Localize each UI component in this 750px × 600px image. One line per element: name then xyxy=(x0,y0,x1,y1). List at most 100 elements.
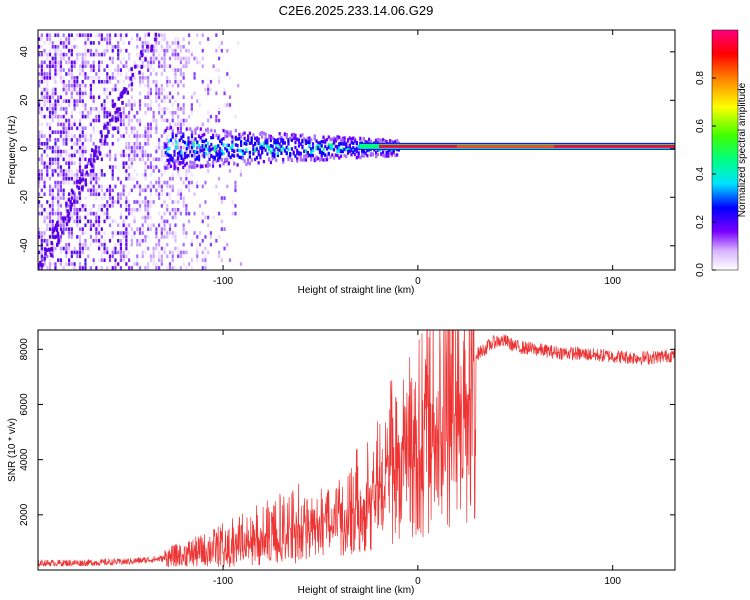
spectrogram-cell xyxy=(70,95,73,100)
spectrogram-cell xyxy=(152,126,155,131)
spectrogram-cell xyxy=(59,122,63,127)
spectrogram-cell xyxy=(166,142,169,146)
spectrogram-cell xyxy=(174,266,177,270)
spectrogram-cell xyxy=(70,134,73,138)
spectrogram-cell xyxy=(171,215,174,220)
spectrogram-cell xyxy=(152,45,155,49)
spectrogram-cell xyxy=(59,134,63,138)
spectrogram-cell xyxy=(119,254,123,259)
spectrogram-cell xyxy=(160,48,163,53)
spectrogram-cell xyxy=(163,145,166,150)
spectrogram-cell xyxy=(163,60,166,65)
spectrogram-cell xyxy=(127,223,131,228)
spectrogram-cell xyxy=(117,114,120,119)
spectrogram-cell xyxy=(90,163,94,168)
spectrogram-cell xyxy=(276,153,280,158)
spectrogram-cell xyxy=(48,138,52,142)
spectrogram-cell xyxy=(157,110,161,115)
spectrogram-cell xyxy=(57,192,60,197)
spectrogram-cell xyxy=(84,52,87,57)
spectrogram-cell xyxy=(144,238,147,243)
spectrogram-cell xyxy=(147,64,150,69)
spectrogram-cell xyxy=(48,107,52,111)
spectrogram-cell xyxy=(127,153,131,158)
spectrogram-cell xyxy=(166,118,169,123)
spectrogram-cell xyxy=(177,107,180,111)
spectrogram-cell xyxy=(220,258,223,262)
spectrogram-cell xyxy=(67,161,71,165)
spectrogram-cell xyxy=(190,52,193,57)
spectrogram-cell xyxy=(111,235,114,239)
spectrogram-cell xyxy=(252,150,255,154)
spectrogram-cell xyxy=(147,223,150,228)
spectrogram-cell xyxy=(38,184,41,189)
snr-frame xyxy=(37,329,676,571)
spectrogram-cell xyxy=(204,138,208,142)
spectrogram-cell xyxy=(247,160,250,165)
spectrogram-cell xyxy=(89,176,93,181)
spectrogram-cell xyxy=(125,254,128,259)
spectrogram-cell xyxy=(174,37,177,41)
spectrogram-cell xyxy=(204,235,207,239)
spectrogram-cell xyxy=(164,166,167,170)
spectrogram-cell xyxy=(48,72,52,76)
spectrogram-cell xyxy=(46,83,49,88)
spectrogram-cell xyxy=(79,178,83,183)
spectrogram-cell xyxy=(276,151,280,155)
spectrogram-cell xyxy=(81,242,84,247)
spectrogram-cell xyxy=(174,207,177,212)
spectrogram-cell xyxy=(76,103,79,107)
spectrogram-cell xyxy=(190,266,193,270)
spectrogram-cell xyxy=(147,76,150,80)
spectrogram-cell xyxy=(57,45,60,49)
spectrogram-cell xyxy=(194,149,197,153)
spectrogram-cell xyxy=(155,99,158,103)
spectrogram-cell xyxy=(283,149,287,153)
spectrogram-cell xyxy=(68,270,70,274)
spectrogram-cell xyxy=(48,219,52,224)
spectrogram-cell xyxy=(353,148,357,152)
spectrogram-cell xyxy=(78,191,81,196)
spectrogram-cell xyxy=(133,99,136,103)
spectrogram-cell xyxy=(179,192,183,197)
spectrogram-cell xyxy=(127,114,131,119)
spectrogram-cell xyxy=(70,196,73,200)
spectrogram-cell xyxy=(46,153,49,158)
spectrogram-cell xyxy=(168,192,172,197)
spectrogram-cell xyxy=(187,33,191,37)
spectrogram-cell xyxy=(106,64,109,69)
spectrogram-cell xyxy=(97,176,101,181)
spectrogram-cell xyxy=(54,91,57,96)
spectrogram-cell xyxy=(57,52,60,57)
spectrogram-cell xyxy=(204,152,208,156)
spectrogram-cell xyxy=(40,107,43,111)
spectrogram-cell xyxy=(196,180,199,185)
spectrogram-cell xyxy=(163,142,166,146)
spectrogram-cell xyxy=(168,91,172,96)
spectrogram-cell xyxy=(54,145,57,150)
spectrogram-cell xyxy=(54,48,57,53)
spectrogram-cell xyxy=(182,72,185,76)
spectrogram-cell xyxy=(264,141,267,145)
spectrogram-cell xyxy=(182,76,185,80)
spectrogram-cell xyxy=(190,238,193,243)
spectrogram-cell xyxy=(43,161,46,165)
spectrogram-cell xyxy=(92,188,95,193)
spectrogram-cell xyxy=(111,173,114,177)
spectrogram-cell xyxy=(193,91,196,96)
spectrogram-cell xyxy=(65,118,68,123)
spectrogram-cell xyxy=(92,64,95,69)
spectrogram-cell xyxy=(114,126,117,131)
spectrogram-cell xyxy=(173,162,176,166)
spectrogram-cell xyxy=(40,235,43,239)
spectrogram-cell xyxy=(164,128,167,133)
spectrogram-cell xyxy=(67,262,71,266)
spectrogram-cell xyxy=(182,95,185,100)
spectrogram-xtick-label: 100 xyxy=(604,276,621,287)
spectrogram-cell xyxy=(325,154,329,159)
spectrogram-cell xyxy=(327,143,330,147)
spectrogram-cell xyxy=(144,161,147,165)
spectrogram-cell xyxy=(130,149,133,154)
spectrogram-cell xyxy=(54,266,57,270)
spectrogram-cell xyxy=(289,137,292,142)
